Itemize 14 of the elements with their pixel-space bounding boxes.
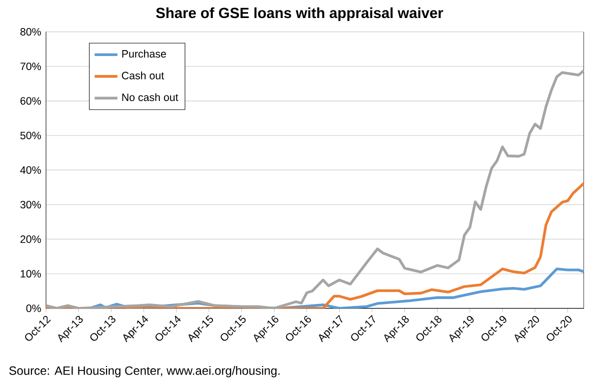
y-tick-label: 30%	[20, 200, 41, 208]
chart-title: Share of GSE loans with appraisal waiver	[156, 7, 444, 22]
legend-label: Purchase	[122, 50, 166, 58]
y-tick-label: 80%	[20, 28, 41, 36]
y-tick-label: 70%	[20, 62, 41, 70]
y-tick-label: 0%	[26, 304, 41, 312]
legend-label: Cash out	[122, 72, 164, 80]
y-tick-label: 50%	[20, 132, 41, 140]
y-tick-label: 10%	[20, 270, 41, 278]
legend-label: No cash out	[122, 93, 178, 102]
y-tick-label: 40%	[20, 166, 41, 174]
y-tick-label: 60%	[20, 97, 41, 105]
source-note: Source: AEI Housing Center, www.aei.org/housing.	[9, 366, 280, 378]
y-tick-label: 20%	[20, 235, 41, 243]
